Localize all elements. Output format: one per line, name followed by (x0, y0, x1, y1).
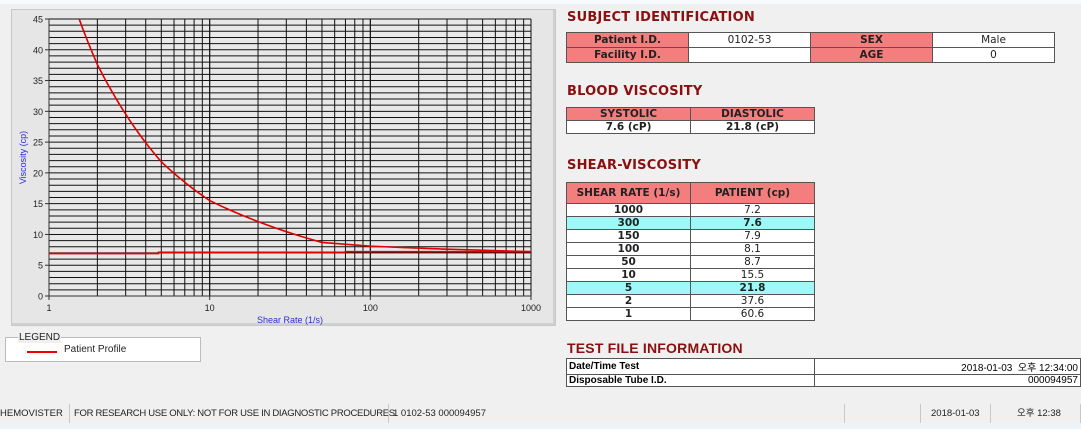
test-file-heading: TEST FILE INFORMATION (567, 340, 743, 356)
shear-rate-cell: 50 (566, 255, 691, 269)
shear-rate-cell: 10 (566, 268, 691, 282)
legend-line-swatch (27, 351, 57, 353)
patient-cp-cell: 7.6 (690, 216, 815, 230)
shear-row: 1000 7.2 (566, 203, 815, 217)
patient-cp-cell: 21.8 (690, 281, 815, 295)
date-time-value: 2018-01-03 오후 12:34:00 (814, 358, 1081, 375)
test-file-table: Date/Time Test 2018-01-03 오후 12:34:00 Dis… (566, 358, 1081, 387)
systolic-value: 7.6 (cP) (566, 120, 691, 134)
diastolic-label: DIASTOLIC (690, 107, 815, 121)
x-axis-label: Shear Rate (1/s) (257, 315, 323, 325)
shear-row: 50 8.7 (566, 255, 815, 269)
shear-row: 150 7.9 (566, 229, 815, 243)
shear-rate-cell: 100 (566, 242, 691, 256)
blood-viscosity-table: SYSTOLIC DIASTOLIC 7.6 (cP) 21.8 (cP) (566, 107, 815, 134)
shear-viscosity-table: SHEAR RATE (1/s) PATIENT (cp) 1000 7.2 300 7… (566, 182, 815, 321)
y-tick-label: 20 (33, 168, 43, 178)
shear-row: 2 37.6 (566, 294, 815, 308)
facility-id-label: Facility I.D. (566, 47, 689, 63)
patient-id-value: 0102-53 (688, 32, 811, 48)
x-tick-label: 10 (205, 303, 215, 313)
legend-title: LEGEND (18, 332, 62, 343)
bottom-strip (0, 423, 1081, 429)
status-time: 오후 12:38 (990, 404, 1081, 423)
patient-cp-cell: 37.6 (690, 294, 815, 308)
patient-id-label: Patient I.D. (566, 32, 689, 48)
x-tick-label: 1000 (521, 303, 541, 313)
series-line-patient-profile (78, 19, 531, 253)
age-value: 0 (932, 47, 1055, 63)
y-tick-label: 35 (33, 76, 43, 86)
shear-row: 300 7.6 (566, 216, 815, 230)
y-tick-label: 40 (33, 45, 43, 55)
y-tick-label: 5 (38, 261, 43, 271)
patient-cp-cell: 7.2 (690, 203, 815, 217)
date-time-label: Date/Time Test (566, 358, 815, 375)
systolic-label: SYSTOLIC (566, 107, 691, 121)
y-tick-label: 30 (33, 107, 43, 117)
shear-row: 10 15.5 (566, 268, 815, 282)
x-tick-label: 100 (363, 303, 378, 313)
y-axis-label: Viscosity (cp) (18, 131, 28, 184)
y-tick-label: 25 (33, 138, 43, 148)
status-date: 2018-01-03 (920, 404, 984, 423)
shear-rate-cell: 1 (566, 307, 691, 321)
x-tick-label: 1 (46, 303, 51, 313)
status-notice: FOR RESEARCH USE ONLY: NOT FOR USE IN DI… (69, 404, 395, 423)
age-label: AGE (810, 47, 933, 63)
plot-area (49, 19, 531, 296)
y-tick-label: 15 (33, 199, 43, 209)
tube-id-value: 000094957 (814, 374, 1081, 387)
sex-value: Male (932, 32, 1055, 48)
shear-row: 1 60.6 (566, 307, 815, 321)
patient-cp-cell: 8.1 (690, 242, 815, 256)
shear-rate-cell: 2 (566, 294, 691, 308)
top-strip (0, 0, 1081, 4)
shear-rate-header: SHEAR RATE (1/s) (566, 182, 691, 204)
patient-cp-cell: 60.6 (690, 307, 815, 321)
y-tick-label: 10 (33, 230, 43, 240)
subject-table: Patient I.D. 0102-53 SEX Male Facility I.D.… (566, 32, 1055, 63)
shear-rate-cell: 150 (566, 229, 691, 243)
series-line-baseline (49, 250, 531, 255)
shear-row: 5 21.8 (566, 281, 815, 295)
status-app: HEMOVISTER (0, 408, 63, 419)
subject-identification-heading: SUBJECT IDENTIFICATION (567, 10, 755, 25)
facility-id-value (688, 47, 811, 63)
legend-item-label: Patient Profile (64, 344, 127, 355)
sex-label: SEX (810, 32, 933, 48)
shear-rate-cell: 300 (566, 216, 691, 230)
status-bar: HEMOVISTER FOR RESEARCH USE ONLY: NOT FO… (0, 404, 1081, 423)
y-tick-label: 0 (38, 292, 43, 302)
blood-viscosity-heading: BLOOD VISCOSITY (567, 84, 703, 99)
tube-id-label: Disposable Tube I.D. (566, 374, 815, 387)
patient-cp-cell: 7.9 (690, 229, 815, 243)
patient-cp-header: PATIENT (cp) (690, 182, 815, 204)
shear-rate-cell: 5 (566, 281, 691, 295)
shear-viscosity-heading: SHEAR-VISCOSITY (567, 158, 701, 173)
shear-rate-cell: 1000 (566, 203, 691, 217)
legend-box: LEGEND Patient Profile (5, 332, 201, 362)
shear-row: 100 8.1 (566, 242, 815, 256)
status-record: 1 0102-53 000094957 (388, 404, 486, 423)
patient-cp-cell: 8.7 (690, 255, 815, 269)
diastolic-value: 21.8 (cP) (690, 120, 815, 134)
viscosity-chart: 0 5 10 15 20 25 30 35 40 45 1 10 100 1000 Shear Rate (… (18, 15, 541, 326)
patient-cp-cell: 15.5 (690, 268, 815, 282)
status-empty (844, 404, 909, 423)
y-tick-label: 45 (33, 15, 43, 25)
